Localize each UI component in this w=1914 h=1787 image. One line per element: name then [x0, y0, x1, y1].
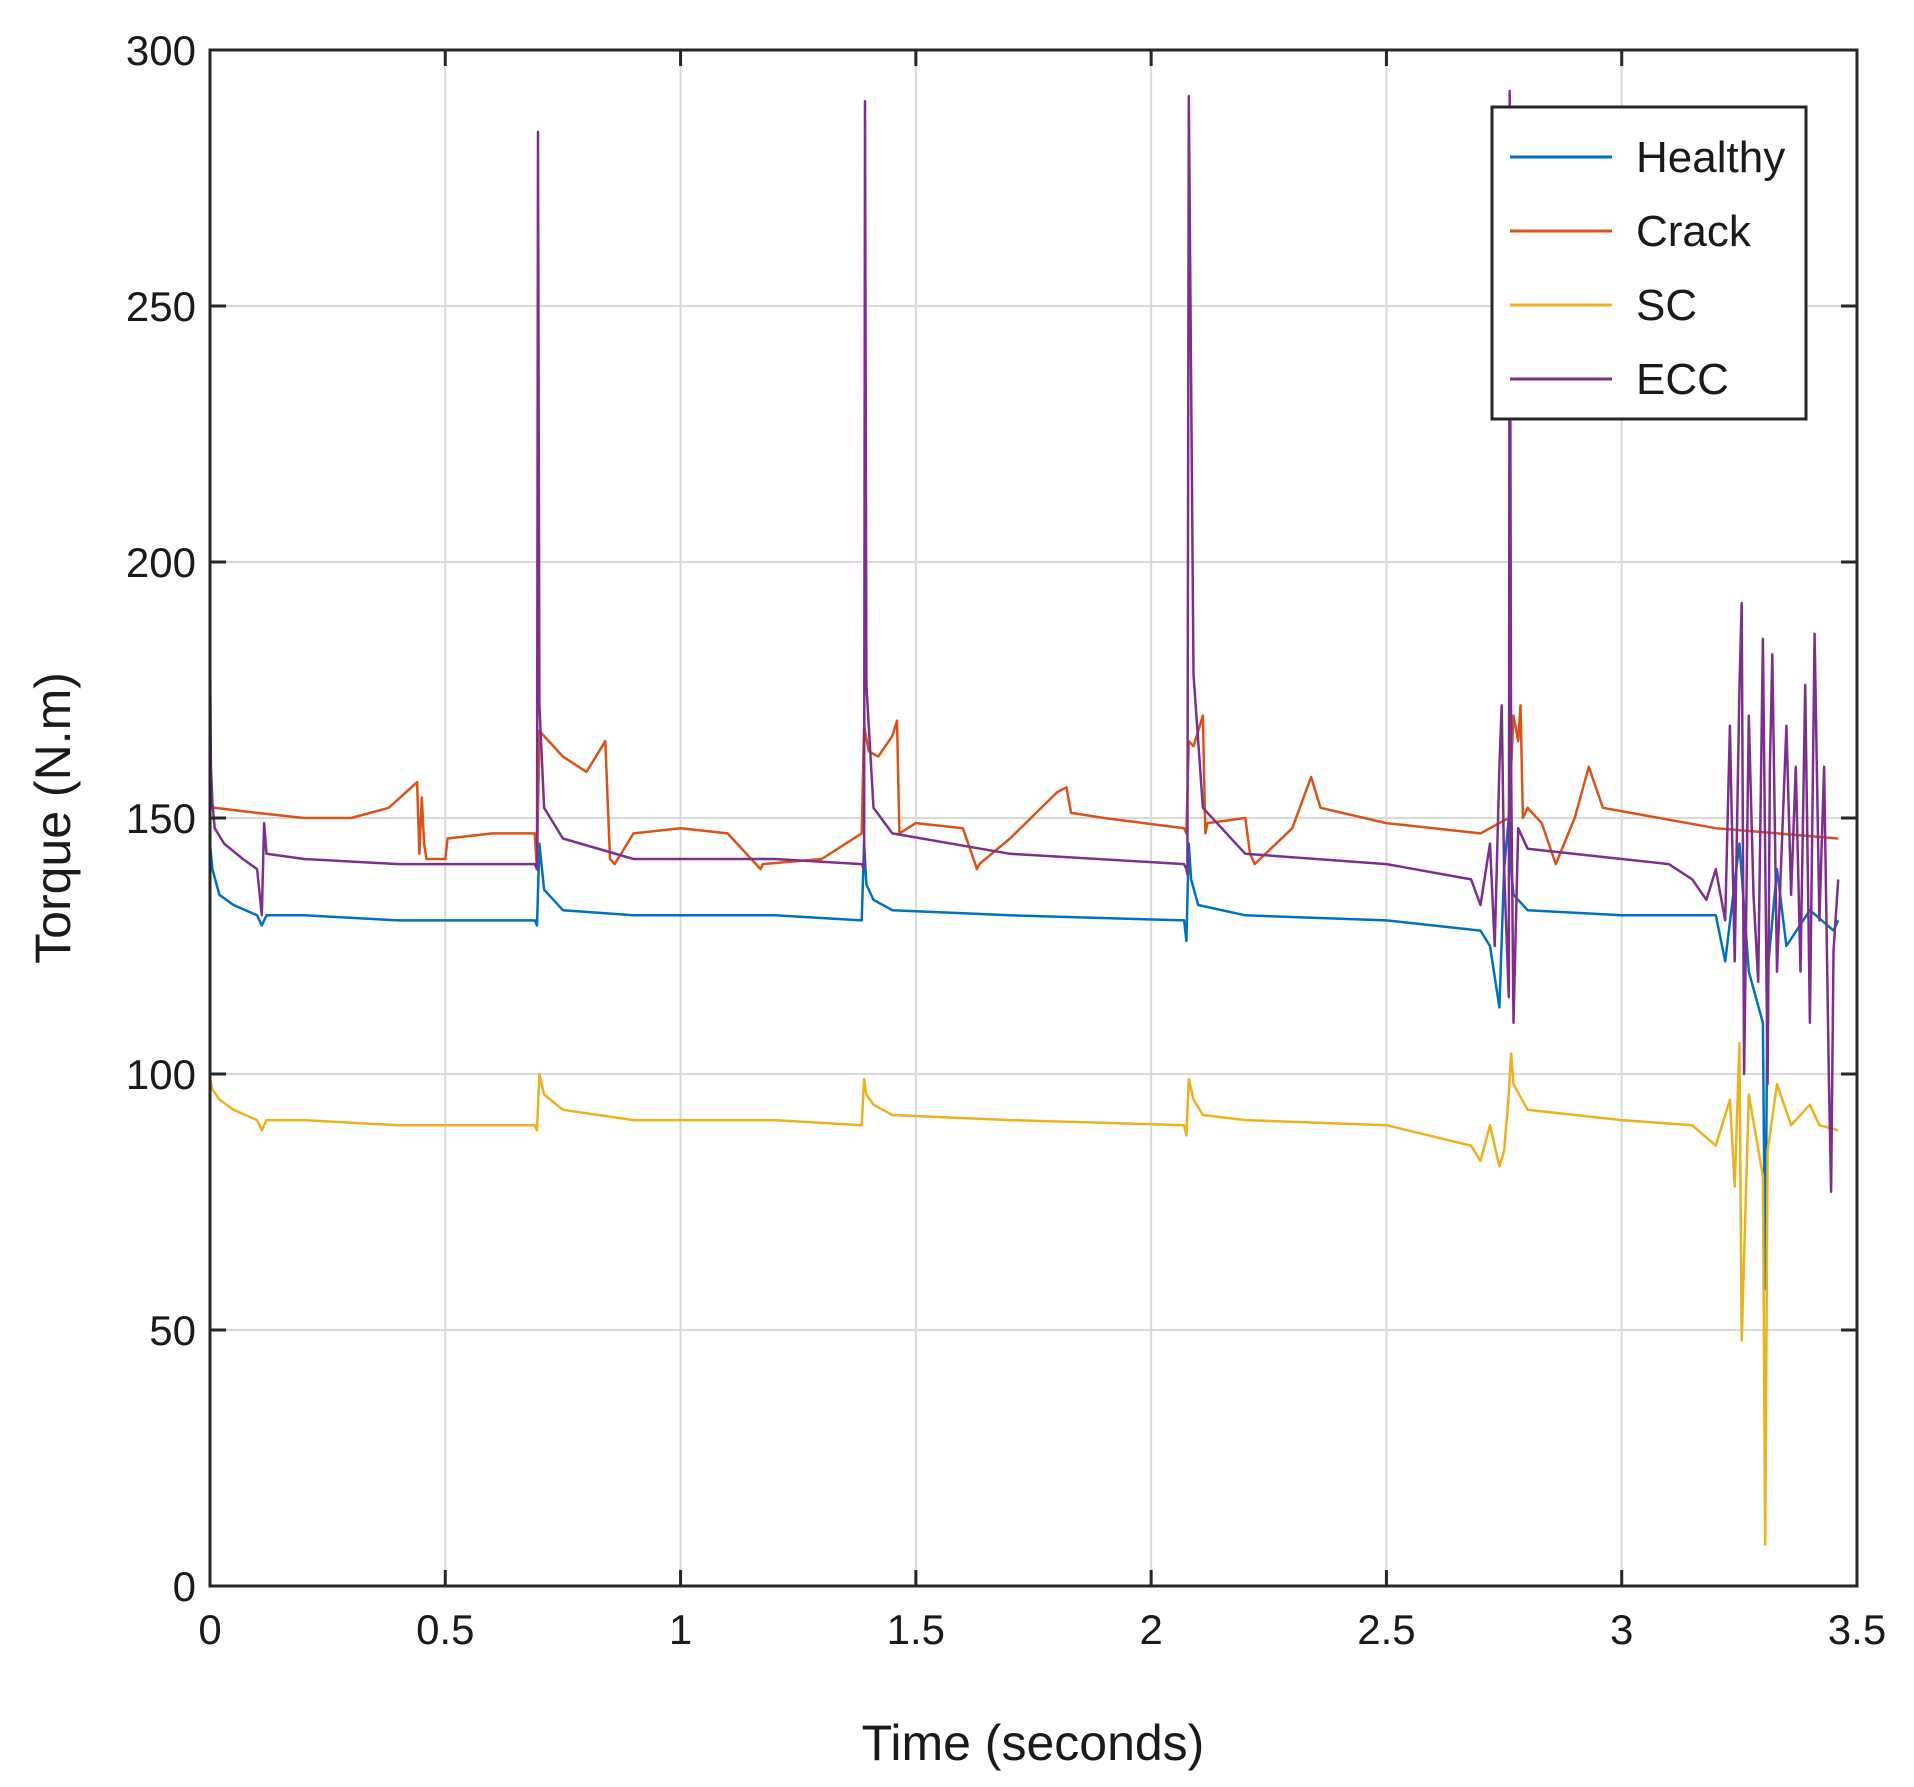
legend-label-crack: Crack: [1636, 207, 1752, 256]
x-axis-label: Time (seconds): [862, 1715, 1205, 1771]
series-line-sc: [208, 1042, 1839, 1547]
y-tick-label: 250: [126, 283, 196, 330]
y-tick-label: 300: [126, 27, 196, 74]
series-line-healthy: [208, 816, 1840, 1291]
x-tick-label: 0.5: [416, 1606, 474, 1653]
y-tick-label: 50: [149, 1307, 196, 1354]
x-tick-label: 3: [1610, 1606, 1633, 1653]
axis-ticks: [208, 48, 1859, 1588]
legend: Healthy Crack SC ECC: [1490, 105, 1808, 421]
legend-label-sc: SC: [1636, 281, 1697, 330]
y-tick-label: 200: [126, 539, 196, 586]
x-tick-label: 0: [198, 1606, 221, 1653]
x-tick-label: 2.5: [1357, 1606, 1415, 1653]
y-tick-label: 0: [173, 1563, 196, 1610]
x-axis-tick-labels: 0 0.5 1 1.5 2 2.5 3 3.5: [198, 1606, 1886, 1653]
y-tick-label: 150: [126, 795, 196, 842]
legend-label-ecc: ECC: [1636, 355, 1729, 404]
legend-box: [1490, 105, 1808, 421]
y-tick-label: 100: [126, 1051, 196, 1098]
y-axis-label: Torque (N.m): [25, 672, 81, 964]
x-tick-label: 1.5: [887, 1606, 945, 1653]
plot-series: [208, 89, 1840, 1547]
legend-label-healthy: Healthy: [1636, 133, 1785, 182]
x-tick-label: 3.5: [1828, 1606, 1886, 1653]
series-line-ecc: [208, 89, 1840, 1194]
x-tick-label: 1: [669, 1606, 692, 1653]
y-axis-tick-labels: 0 50 100 150 200 250 300: [126, 27, 196, 1610]
x-tick-label: 2: [1139, 1606, 1162, 1653]
